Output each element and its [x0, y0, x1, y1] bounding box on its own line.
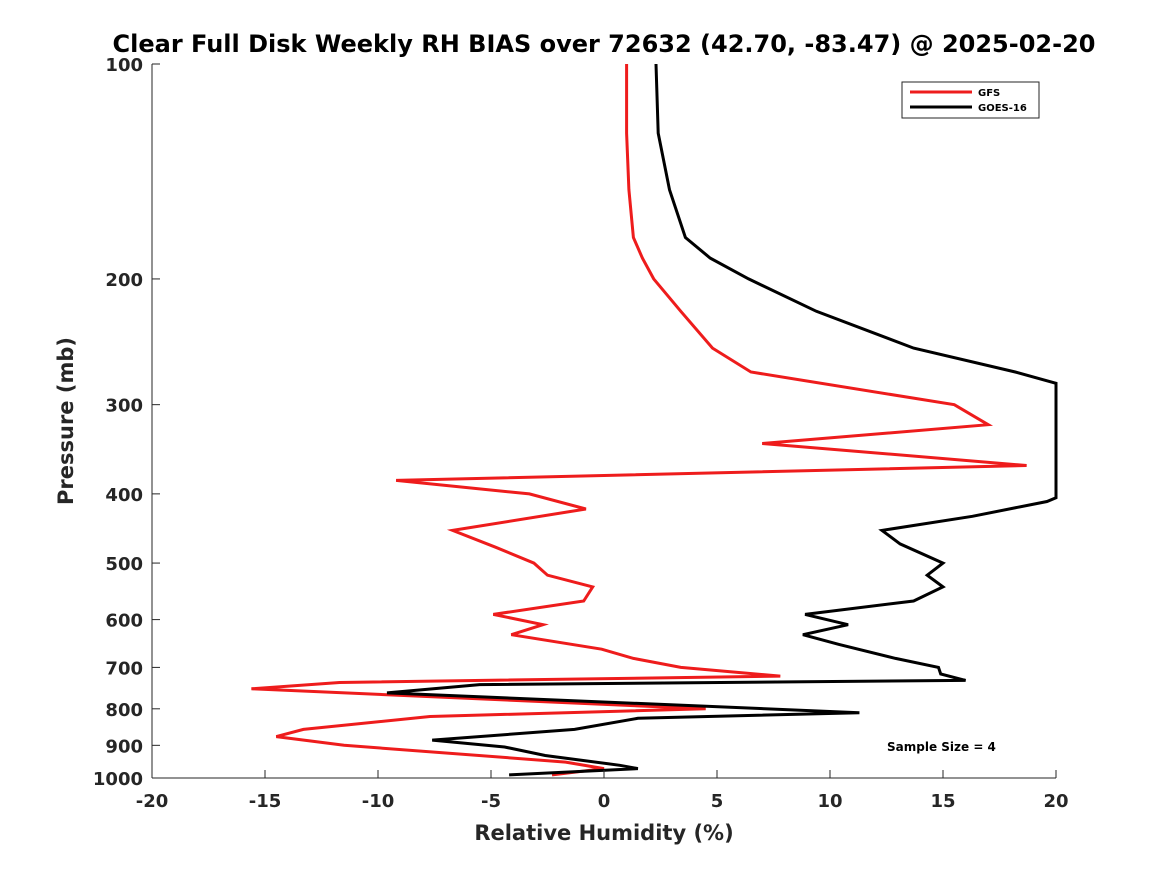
plot-area	[152, 64, 1056, 778]
y-tick-label: 600	[105, 611, 143, 632]
legend-label-gfs: GFS	[978, 88, 1000, 99]
series-layer	[251, 63, 1058, 777]
y-tick-label: 900	[105, 736, 143, 757]
legend: GFS GOES-16	[901, 81, 1040, 119]
legend-box	[901, 81, 1040, 119]
chart-title: Clear Full Disk Weekly RH BIAS over 7263…	[113, 30, 1096, 58]
y-tick-label: 100	[105, 55, 143, 76]
series-line-goes16	[386, 63, 1058, 777]
y-tick-label: 700	[105, 658, 143, 679]
y-axis-label: Pressure (mb)	[54, 337, 78, 505]
series-line-gfs	[251, 64, 1027, 777]
y-tick-label: 1000	[93, 769, 143, 790]
x-tick-label: 10	[817, 791, 842, 812]
y-tick-label: 200	[105, 270, 143, 291]
y-axis-ticks: 100 200 300 400 500 600 700 800 900 1000	[93, 55, 160, 790]
y-tick-label: 800	[105, 700, 143, 721]
x-axis-label: Relative Humidity (%)	[474, 821, 733, 845]
y-tick-label: 500	[105, 554, 143, 575]
x-tick-label: 0	[598, 791, 611, 812]
x-tick-label: -10	[362, 791, 395, 812]
y-tick-label: 300	[105, 396, 143, 417]
x-tick-label: 5	[711, 791, 724, 812]
x-tick-label: -5	[481, 791, 501, 812]
x-tick-label: 20	[1043, 791, 1068, 812]
x-axis-ticks: -20 -15 -10 -5 0 5 10 15 20	[136, 770, 1069, 812]
x-tick-label: 15	[930, 791, 955, 812]
legend-label-goes16: GOES-16	[978, 103, 1027, 114]
x-tick-label: -20	[136, 791, 169, 812]
x-tick-label: -15	[249, 791, 282, 812]
y-tick-label: 400	[105, 485, 143, 506]
sample-size-annotation: Sample Size = 4	[887, 740, 996, 754]
